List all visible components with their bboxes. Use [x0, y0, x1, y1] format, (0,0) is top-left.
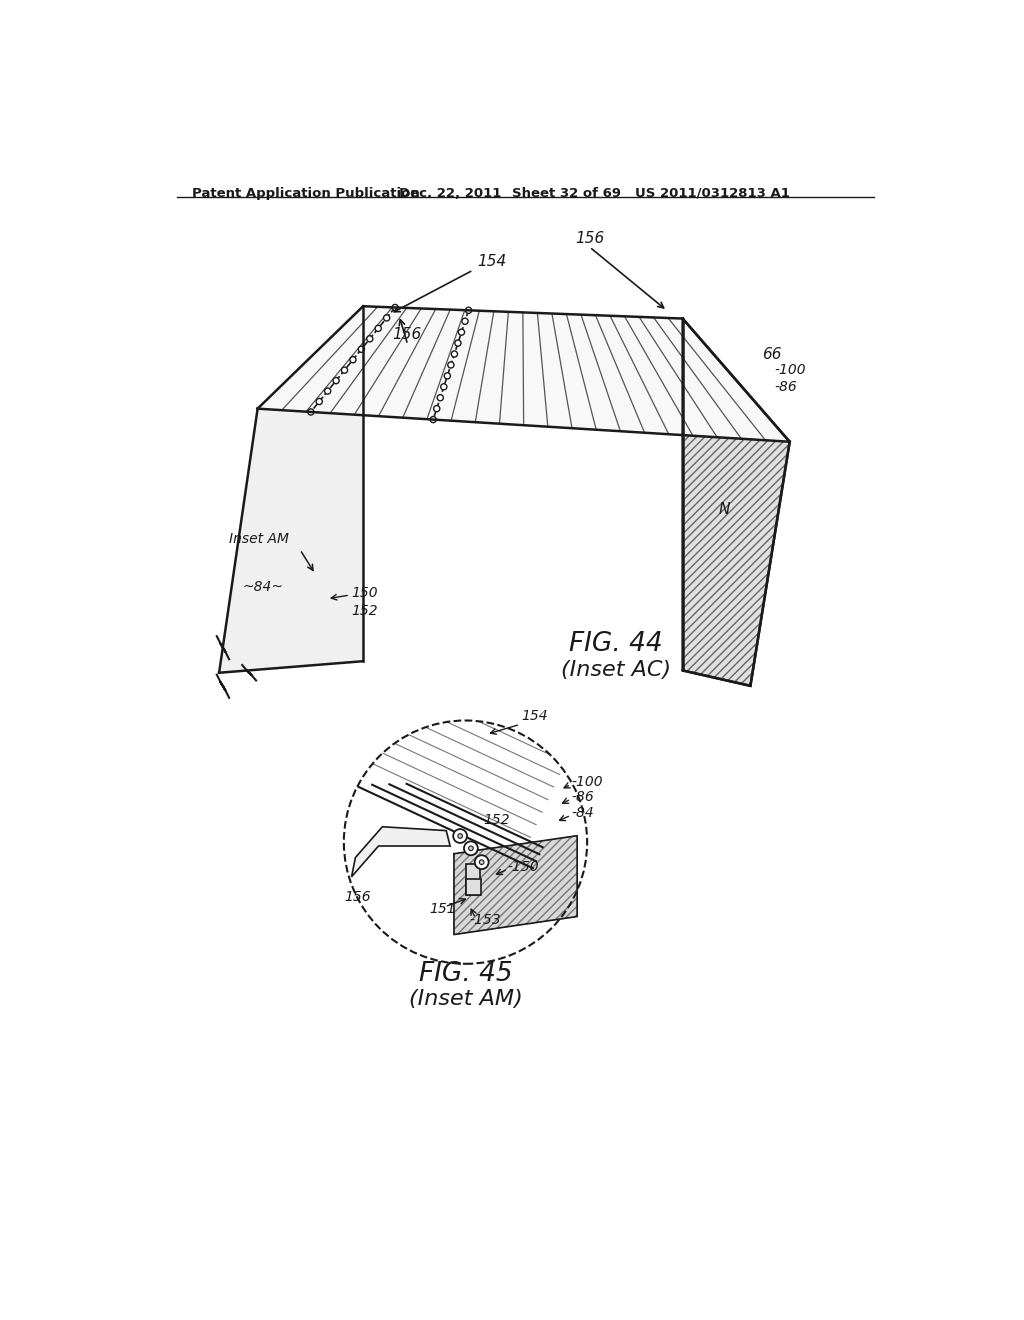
Bar: [466, 863, 480, 895]
Circle shape: [367, 335, 373, 342]
Circle shape: [458, 834, 463, 838]
Text: 156: 156: [392, 327, 422, 342]
Text: 66: 66: [762, 347, 781, 362]
Text: -100: -100: [571, 775, 603, 789]
Circle shape: [454, 829, 467, 843]
Circle shape: [455, 341, 461, 346]
Polygon shape: [683, 318, 790, 686]
Circle shape: [479, 859, 484, 865]
Circle shape: [459, 329, 465, 335]
Text: 154: 154: [521, 710, 548, 723]
Text: FIG. 44: FIG. 44: [569, 631, 663, 657]
Circle shape: [469, 846, 473, 850]
Circle shape: [462, 318, 468, 325]
Text: ~84~: ~84~: [243, 581, 284, 594]
Circle shape: [316, 399, 323, 405]
Polygon shape: [258, 306, 790, 442]
Text: Patent Application Publication: Patent Application Publication: [193, 187, 420, 199]
Polygon shape: [454, 836, 578, 935]
Text: Dec. 22, 2011: Dec. 22, 2011: [398, 187, 501, 199]
Text: 156: 156: [575, 231, 605, 246]
Circle shape: [437, 395, 443, 401]
Circle shape: [452, 351, 458, 358]
Text: 156: 156: [345, 891, 372, 904]
Text: FIG. 45: FIG. 45: [419, 961, 512, 987]
Text: (Inset AC): (Inset AC): [561, 660, 671, 680]
Text: N: N: [719, 502, 730, 516]
Circle shape: [325, 388, 331, 395]
Text: -150: -150: [508, 859, 540, 874]
Text: -86: -86: [571, 789, 594, 804]
Text: 152: 152: [483, 813, 510, 828]
Circle shape: [350, 356, 356, 363]
Circle shape: [341, 367, 347, 374]
Circle shape: [375, 325, 381, 331]
Circle shape: [308, 409, 314, 414]
Circle shape: [447, 362, 454, 368]
Text: Sheet 32 of 69: Sheet 32 of 69: [512, 187, 621, 199]
Circle shape: [358, 346, 365, 352]
Polygon shape: [351, 826, 451, 876]
Circle shape: [440, 384, 446, 389]
Circle shape: [444, 372, 451, 379]
Circle shape: [433, 405, 440, 412]
Circle shape: [392, 305, 398, 310]
Circle shape: [384, 315, 390, 321]
Text: 154: 154: [477, 255, 506, 269]
Circle shape: [344, 721, 587, 964]
Text: -84: -84: [571, 805, 594, 820]
Circle shape: [430, 417, 436, 422]
Text: 151: 151: [429, 902, 456, 916]
Circle shape: [333, 378, 339, 384]
Text: 152: 152: [351, 605, 378, 618]
Text: US 2011/0312813 A1: US 2011/0312813 A1: [635, 187, 790, 199]
Text: (Inset AM): (Inset AM): [409, 990, 522, 1010]
Circle shape: [466, 308, 472, 313]
Polygon shape: [219, 306, 364, 673]
Text: -153: -153: [469, 913, 501, 927]
Text: -100: -100: [774, 363, 806, 378]
Text: 150: 150: [351, 586, 378, 601]
Polygon shape: [466, 879, 481, 895]
Text: -86: -86: [774, 380, 797, 393]
Circle shape: [464, 841, 478, 855]
Text: Inset AM: Inset AM: [229, 532, 289, 546]
Circle shape: [475, 855, 488, 869]
